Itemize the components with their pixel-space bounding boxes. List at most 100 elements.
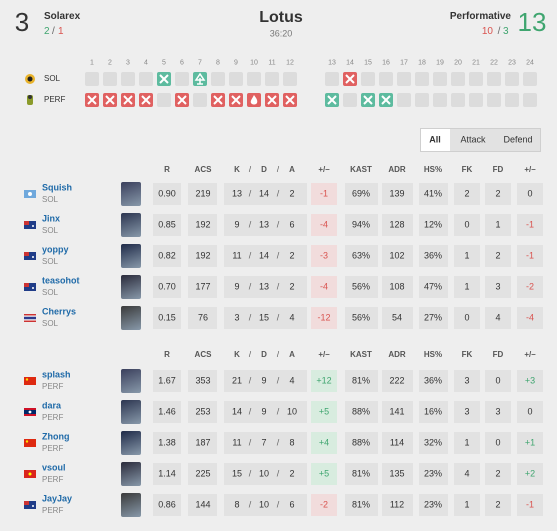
stat-value: 2 — [495, 188, 501, 199]
stat-cell — [311, 214, 337, 236]
stat-cell — [345, 214, 378, 236]
stat-cell — [188, 494, 217, 516]
kda-separator: / — [276, 406, 280, 417]
tab[interactable]: Defend — [503, 134, 533, 145]
stat-value: 23% — [423, 468, 443, 479]
stat-value: 47% — [423, 281, 443, 292]
round-cell — [397, 72, 411, 86]
right-record: 3 — [503, 26, 509, 37]
stat-cell — [345, 276, 378, 298]
stat-cell — [153, 494, 181, 516]
stat-cell — [188, 183, 217, 205]
player-team: PERF — [42, 382, 64, 391]
round-number: 16 — [382, 59, 390, 67]
kda-separator: / — [276, 250, 280, 261]
stat-cell — [345, 494, 378, 516]
agent-portrait — [121, 369, 141, 393]
round-cell — [397, 93, 411, 107]
player-name[interactable]: Jinx — [42, 213, 61, 224]
round-number: 18 — [418, 59, 426, 67]
stat-value: 1.38 — [158, 437, 176, 448]
round-team-label: SOL — [44, 74, 61, 83]
column-header: ADR — [388, 350, 406, 359]
stat-cell — [485, 245, 511, 267]
player-name[interactable]: Cherrys — [42, 306, 77, 317]
stat-cell — [454, 370, 480, 392]
stat-value: 141 — [389, 406, 405, 417]
tab[interactable]: Attack — [460, 134, 486, 145]
stat-value: 9 — [261, 406, 267, 417]
player-name[interactable]: JayJay — [42, 493, 73, 504]
stat-value: 1.67 — [158, 375, 176, 386]
left-record: 2 — [44, 26, 50, 37]
player-name[interactable]: yoppy — [42, 244, 69, 255]
stat-value: +4 — [318, 437, 330, 448]
round-cell — [157, 93, 171, 107]
column-header: R — [164, 165, 170, 174]
stat-cell — [153, 370, 181, 392]
stat-value: 6 — [289, 219, 295, 230]
stat-value: 2 — [495, 499, 501, 510]
flag — [24, 466, 36, 478]
player-name[interactable]: Zhong — [42, 431, 70, 442]
player-name[interactable]: dara — [42, 400, 62, 411]
player-team: SOL — [42, 288, 59, 297]
stat-cell — [382, 494, 413, 516]
stat-value: 4 — [464, 468, 470, 479]
stat-value: 3 — [495, 406, 501, 417]
round-cell — [211, 72, 225, 86]
stat-value: 139 — [389, 188, 405, 199]
round-cell — [451, 93, 465, 107]
stat-cell — [419, 463, 448, 485]
stat-value: 23% — [423, 499, 443, 510]
stat-value: 13 — [258, 281, 270, 292]
stat-cell — [188, 307, 217, 329]
flag — [24, 310, 36, 322]
round-cell — [211, 93, 225, 107]
kda-separator: / — [276, 375, 280, 386]
stat-value: 114 — [389, 437, 405, 448]
stat-value: 63% — [351, 250, 371, 261]
player-name[interactable]: Squish — [42, 182, 73, 193]
tab[interactable]: All — [429, 134, 441, 145]
stat-value: 3 — [464, 375, 470, 386]
round-team-label: PERF — [44, 95, 66, 104]
player-name[interactable]: teasohot — [42, 275, 80, 286]
kda-separator: / — [248, 312, 252, 323]
agent-portrait — [121, 275, 141, 299]
round-cell — [175, 93, 189, 107]
round-number: 17 — [400, 59, 408, 67]
round-number: 1 — [90, 59, 94, 67]
kda-separator: / — [276, 188, 280, 199]
stat-cell — [153, 432, 181, 454]
player-name[interactable]: vsoul — [42, 462, 66, 473]
round-cell — [415, 72, 429, 86]
team-logo — [24, 94, 36, 106]
column-separator: / — [248, 165, 252, 174]
kda-separator: / — [248, 375, 252, 386]
column-header: +/– — [318, 165, 330, 174]
player-team: SOL — [42, 319, 59, 328]
stat-value: 15 — [258, 312, 270, 323]
stat-value: 14 — [231, 406, 243, 417]
player-team: PERF — [42, 413, 64, 422]
player-name[interactable]: splash — [42, 369, 71, 380]
stat-cell — [419, 432, 448, 454]
stat-value: 32% — [423, 437, 443, 448]
stat-value: +3 — [524, 375, 536, 386]
round-cell — [247, 72, 261, 86]
player-team: PERF — [42, 506, 64, 515]
stat-cell — [188, 276, 217, 298]
stat-value: +1 — [524, 437, 536, 448]
stat-cell — [382, 463, 413, 485]
stat-cell — [311, 494, 337, 516]
stat-cell — [153, 307, 181, 329]
stat-cell — [311, 245, 337, 267]
agent-portrait — [121, 493, 141, 517]
column-header: FK — [461, 165, 473, 174]
stat-cell — [224, 183, 307, 205]
round-icon — [327, 95, 337, 105]
round-number: 5 — [162, 59, 166, 67]
stat-value: 81% — [351, 375, 371, 386]
stat-value: 0 — [464, 219, 470, 230]
